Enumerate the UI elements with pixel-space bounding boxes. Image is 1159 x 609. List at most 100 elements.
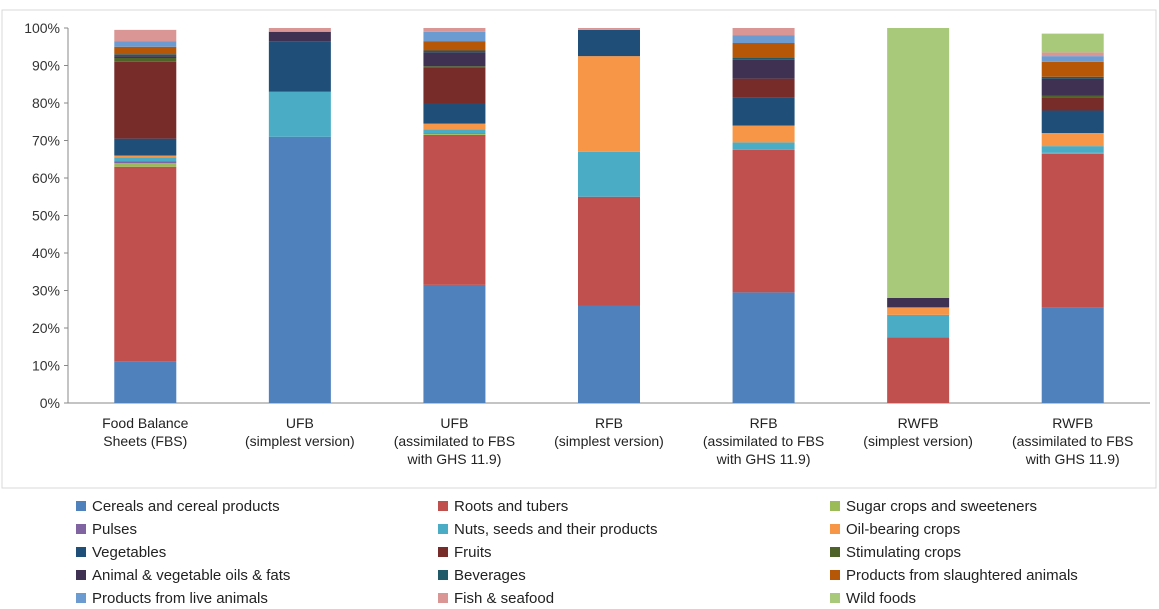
bar-segment: [114, 166, 177, 362]
legend-item: Wild foods: [830, 588, 1150, 608]
y-tick-label: 20%: [32, 320, 60, 336]
y-tick-label: 0%: [40, 395, 60, 411]
legend-label: Products from slaughtered animals: [846, 566, 1078, 584]
legend-swatch: [438, 570, 448, 580]
bar-segment: [732, 142, 795, 150]
bar-segment: [268, 28, 331, 32]
y-tick-label: 100%: [24, 20, 60, 36]
legend-item: Sugar crops and sweeteners: [830, 496, 1150, 516]
bar-segment: [1041, 146, 1104, 153]
legend-swatch: [830, 524, 840, 534]
bar-segment: [732, 35, 795, 43]
bar-segment: [732, 78, 795, 98]
bar-segment: [114, 56, 177, 58]
bar-segment: [268, 31, 331, 42]
legend-item: Vegetables: [76, 542, 438, 562]
stacked-bar-chart: 0% 10% 20% 30% 40% 50% 60% 70% 80% 90% 100% Food Ba…: [1, 9, 1157, 489]
y-tick-label: 70%: [32, 133, 60, 149]
x-category-label: RWFB (simplest version): [863, 415, 973, 449]
legend-item: Fish & seafood: [438, 588, 830, 608]
bar-segment: [1041, 78, 1104, 96]
bar-segment: [1041, 110, 1104, 133]
bar-segment: [114, 54, 177, 57]
bar-segment: [114, 161, 177, 163]
bar-segment: [423, 66, 486, 68]
bar-segment: [1041, 56, 1104, 62]
legend-label: Products from live animals: [92, 589, 268, 607]
bar-segment: [114, 61, 177, 139]
bar-segment: [732, 125, 795, 143]
legend-item: Roots and tubers: [438, 496, 830, 516]
bar-segment: [1041, 153, 1104, 308]
legend-label: Animal & vegetable oils & fats: [92, 566, 291, 584]
legend-label: Fish & seafood: [454, 589, 555, 607]
bar-segment: [1041, 33, 1104, 53]
y-tick-label: 50%: [32, 208, 60, 224]
bar-segment: [578, 151, 640, 197]
legend-item: Pulses: [76, 519, 438, 539]
bar-segment: [114, 157, 177, 162]
legend-item: Beverages: [438, 565, 830, 585]
bar-segment: [732, 43, 795, 58]
bar-segment: [268, 136, 331, 403]
bar-segment: [423, 284, 486, 403]
bar-segment: [423, 67, 486, 103]
y-tick-label: 80%: [32, 95, 60, 111]
bar-segment: [114, 138, 177, 156]
bar-segment: [423, 133, 486, 134]
bar-segment: [732, 149, 795, 293]
y-tick-label: 60%: [32, 170, 60, 186]
bar-segment: [578, 56, 640, 152]
legend-swatch: [76, 593, 86, 603]
bar-segment: [1041, 133, 1104, 147]
legend-swatch: [438, 547, 448, 557]
legend-swatch: [830, 570, 840, 580]
legend-label: Nuts, seeds and their products: [454, 520, 658, 538]
legend-item: Cereals and cereal products: [76, 496, 438, 516]
legend-label: Beverages: [454, 566, 526, 584]
legend-item: Products from slaughtered animals: [830, 565, 1150, 585]
legend-label: Fruits: [454, 543, 492, 561]
chart-frame: [1, 9, 1157, 489]
y-tick-label: 10%: [32, 358, 60, 374]
y-tick-label: 90%: [32, 58, 60, 74]
bar-segment: [114, 155, 177, 158]
bar-segment: [1041, 76, 1104, 79]
bar-segment: [732, 97, 795, 126]
bar-segment: [1041, 307, 1104, 403]
x-category-label: UFB (simplest version): [245, 415, 355, 449]
legend-item: Animal & vegetable oils & fats: [76, 565, 438, 585]
legend-swatch: [76, 547, 86, 557]
bar-segment: [578, 305, 640, 403]
bar-segment: [732, 59, 795, 79]
bar-segment: [1041, 97, 1104, 111]
bar-segment: [423, 123, 486, 130]
bar-segment: [887, 314, 950, 338]
bar-segment: [114, 46, 177, 55]
legend-item: Products from live animals: [76, 588, 438, 608]
legend-label: Stimulating crops: [846, 543, 962, 561]
legend-swatch: [830, 501, 840, 511]
legend-swatch: [76, 570, 86, 580]
legend-swatch: [830, 547, 840, 557]
bar-segment: [1041, 61, 1104, 77]
bar-segment: [268, 41, 331, 92]
bar-segment: [114, 29, 177, 42]
legend-swatch: [76, 524, 86, 534]
bar-segment: [732, 58, 795, 60]
legend-swatch: [830, 593, 840, 603]
bar-segment: [423, 41, 486, 51]
bar-segment: [887, 28, 950, 298]
legend-label: Pulses: [92, 520, 138, 538]
bar-segment: [114, 58, 177, 62]
bar-segment: [578, 29, 640, 57]
legend-label: Sugar crops and sweeteners: [846, 497, 1037, 515]
legend-swatch: [76, 501, 86, 511]
legend-item: Fruits: [438, 542, 830, 562]
bar-segment: [114, 41, 177, 47]
bar-segment: [423, 129, 486, 133]
y-tick-label: 40%: [32, 245, 60, 261]
bar-segment: [423, 134, 486, 285]
y-tick-label: 30%: [32, 283, 60, 299]
chart-legend: Cereals and cereal products Roots and tub…: [76, 496, 1156, 608]
